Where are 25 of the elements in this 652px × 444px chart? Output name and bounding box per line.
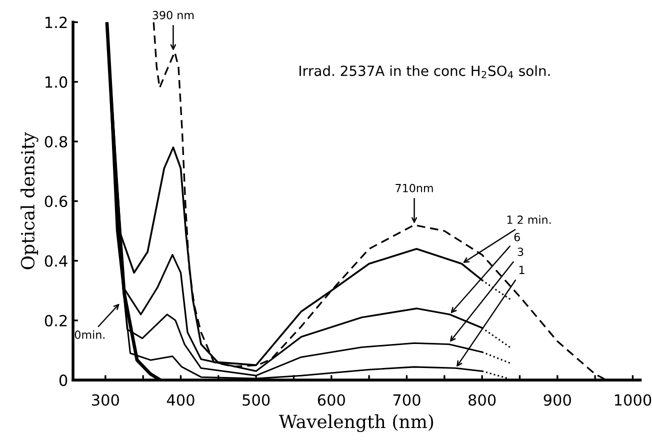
annotation: 0min. <box>74 330 105 339</box>
x-tick-label: 300 <box>92 394 119 406</box>
x-tick-label: 900 <box>544 394 571 406</box>
annotation: 1 2 min. <box>507 215 551 224</box>
y-tick-label: 0.6 <box>44 196 68 208</box>
x-tick-label: 700 <box>393 394 420 406</box>
x-tick-label: 800 <box>468 394 496 406</box>
y-axis-title: Optical density <box>20 132 38 270</box>
annotation: Irrad. 2537A in the conc H$_{2}$SO$_{4}$ soln. <box>300 65 550 78</box>
annotation: 710nm <box>396 184 433 192</box>
y-tick-label: 1.0 <box>46 76 68 88</box>
annotation: 1 <box>519 266 524 274</box>
annotation: 3 <box>518 248 524 256</box>
annotation: 390 nm <box>152 10 194 20</box>
y-tick-label: 1.2 <box>46 16 67 28</box>
y-tick-label: 0.2 <box>44 314 67 326</box>
x-tick-label: 500 <box>242 394 270 406</box>
y-tick-label: 0 <box>59 374 68 386</box>
annotation: 6 <box>514 232 520 242</box>
x-axis-title: Wavelength (nm) <box>278 414 434 432</box>
x-tick-label: 1000 <box>614 394 652 406</box>
y-tick-label: 0.4 <box>44 255 68 267</box>
x-tick-label: 400 <box>166 394 194 406</box>
x-tick-label: 600 <box>318 394 345 406</box>
y-tick-label: 0.8 <box>44 136 68 148</box>
